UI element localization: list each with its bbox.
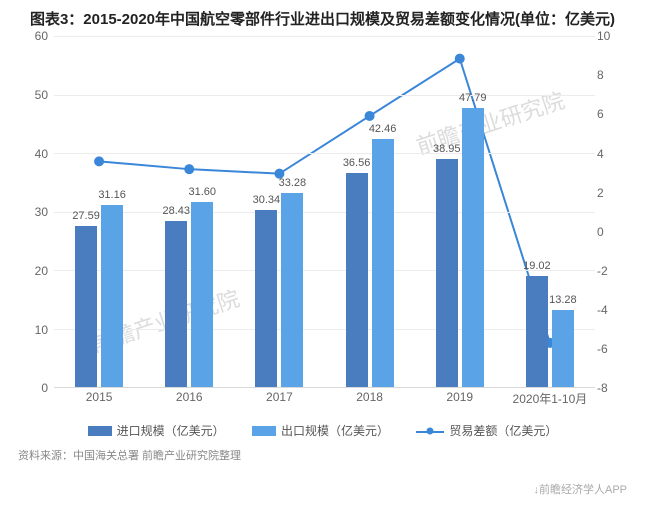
bar-value-label: 28.43	[162, 205, 190, 217]
x-label: 2017	[266, 390, 293, 404]
y-left-tick: 50	[18, 88, 48, 102]
y-right-tick: 0	[597, 225, 627, 239]
bar-export: 33.28	[281, 193, 303, 388]
grid-line	[54, 36, 595, 37]
y-axis-right: -8-6-4-20246810	[597, 36, 627, 388]
chart-area: 前瞻产业研究院 前瞻产业研究院 0102030405060 -8-6-4-202…	[18, 36, 627, 416]
bar-value-label: 31.16	[98, 189, 126, 201]
x-label: 2019	[446, 390, 473, 404]
y-right-tick: -6	[597, 342, 627, 356]
y-right-tick: 4	[597, 147, 627, 161]
line-marker	[94, 157, 104, 167]
bar-import: 30.34	[255, 210, 277, 387]
legend-swatch-line	[416, 426, 444, 436]
y-right-tick: 2	[597, 186, 627, 200]
bar-value-label: 47.79	[459, 92, 487, 104]
line-marker	[184, 164, 194, 174]
y-right-tick: 8	[597, 68, 627, 82]
grid-line	[54, 95, 595, 96]
footer-brand: ↓前瞻经济学人APP	[533, 481, 627, 497]
bar-export: 42.46	[372, 139, 394, 387]
bar-import: 36.56	[346, 173, 368, 387]
line-marker	[365, 111, 375, 121]
bar-import: 19.02	[526, 276, 548, 387]
chart-title: 图表3：2015-2020年中国航空零部件行业进出口规模及贸易差额变化情况(单位…	[18, 10, 627, 30]
legend-item-import: 进口规模（亿美元）	[88, 422, 225, 439]
line-marker	[455, 54, 465, 64]
plot-region: 27.5931.1628.4331.6030.3433.2836.5642.46…	[54, 36, 595, 388]
legend-item-export: 出口规模（亿美元）	[252, 422, 389, 439]
y-left-tick: 10	[18, 323, 48, 337]
legend: 进口规模（亿美元） 出口规模（亿美元） 贸易差额（亿美元）	[18, 422, 627, 439]
bar-value-label: 27.59	[72, 210, 100, 222]
y-left-tick: 40	[18, 147, 48, 161]
grid-line	[54, 270, 595, 271]
y-axis-left: 0102030405060	[18, 36, 48, 388]
y-left-tick: 60	[18, 29, 48, 43]
y-left-tick: 20	[18, 264, 48, 278]
x-label: 2020年1-10月	[513, 390, 588, 407]
grid-line	[54, 329, 595, 330]
legend-label: 贸易差额（亿美元）	[449, 422, 557, 439]
bar-export: 31.60	[191, 202, 213, 387]
legend-swatch	[252, 426, 276, 436]
grid-line	[54, 212, 595, 213]
legend-swatch	[88, 426, 112, 436]
y-right-tick: -2	[597, 264, 627, 278]
bar-value-label: 31.60	[188, 186, 216, 198]
y-left-tick: 0	[18, 381, 48, 395]
grid-line	[54, 153, 595, 154]
legend-label: 进口规模（亿美元）	[117, 422, 225, 439]
y-left-tick: 30	[18, 205, 48, 219]
bar-value-label: 13.28	[549, 294, 577, 306]
bar-import: 27.59	[75, 226, 97, 387]
bar-value-label: 38.95	[433, 143, 461, 155]
bar-value-label: 33.28	[279, 177, 307, 189]
x-label: 2016	[176, 390, 203, 404]
bar-value-label: 36.56	[343, 157, 371, 169]
y-right-tick: -8	[597, 381, 627, 395]
legend-label: 出口规模（亿美元）	[281, 422, 389, 439]
bar-export: 31.16	[101, 205, 123, 387]
bar-export: 47.79	[462, 108, 484, 388]
bar-import: 28.43	[165, 221, 187, 387]
bar-value-label: 42.46	[369, 123, 397, 135]
bar-import: 38.95	[436, 159, 458, 387]
legend-item-balance: 贸易差额（亿美元）	[416, 422, 557, 439]
source-text: 资料来源：中国海关总署 前瞻产业研究院整理	[18, 447, 627, 463]
y-right-tick: 6	[597, 107, 627, 121]
x-label: 2018	[356, 390, 383, 404]
bar-export: 13.28	[552, 310, 574, 388]
bar-value-label: 19.02	[523, 260, 551, 272]
y-right-tick: 10	[597, 29, 627, 43]
x-label: 2015	[86, 390, 113, 404]
x-axis: 2015 2016 2017 2018 2019 2020年1-10月	[54, 390, 595, 416]
y-right-tick: -4	[597, 303, 627, 317]
bar-value-label: 30.34	[253, 194, 281, 206]
